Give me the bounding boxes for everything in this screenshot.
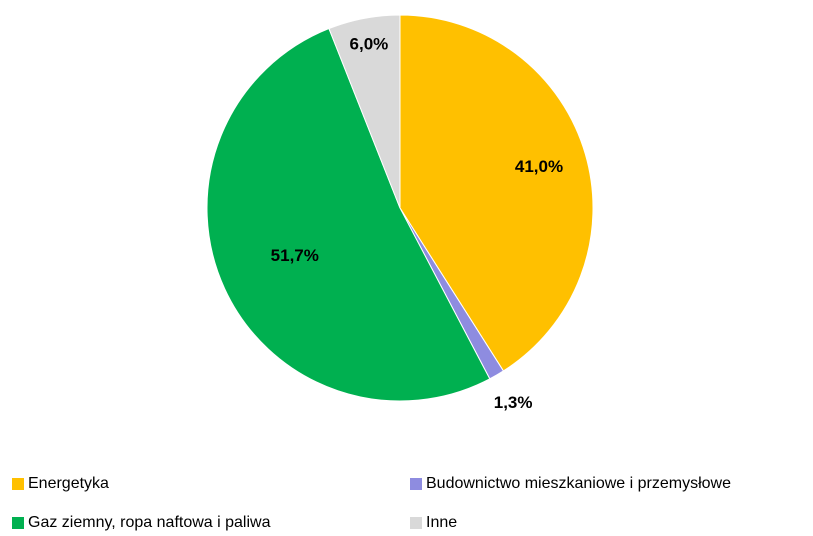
- pie-slice: [328, 14, 401, 209]
- legend-label: Inne: [426, 514, 457, 531]
- legend-swatch: [12, 478, 24, 490]
- legend-label: Budownictwo mieszkaniowe i przemysłowe: [426, 475, 731, 492]
- data-label: 51,7%: [271, 246, 319, 265]
- data-label: 1,3%: [494, 393, 533, 412]
- legend-swatch: [410, 478, 422, 490]
- legend-swatch: [12, 517, 24, 529]
- legend-label: Energetyka: [28, 475, 109, 492]
- legend-label: Gaz ziemny, ropa naftowa i paliwa: [28, 514, 271, 531]
- pie-slice: [206, 27, 491, 402]
- data-label: 41,0%: [515, 157, 563, 176]
- data-label: 6,0%: [350, 34, 389, 53]
- pie-slice: [399, 14, 594, 372]
- legend-swatch: [410, 517, 422, 529]
